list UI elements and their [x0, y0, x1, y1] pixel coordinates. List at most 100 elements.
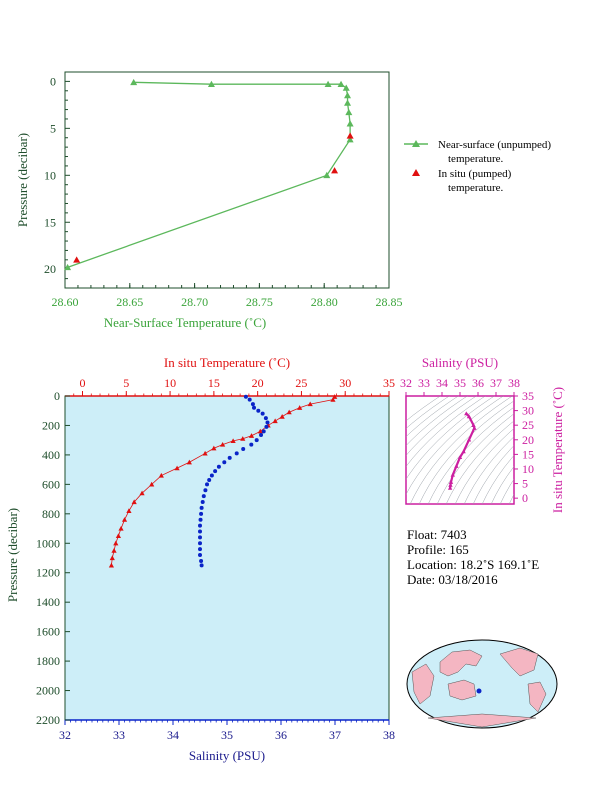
salinity-point — [198, 535, 202, 540]
salinity-tick-label: 32 — [59, 728, 71, 742]
top-ytick-label: 0 — [50, 74, 56, 88]
ts-point — [461, 449, 466, 454]
salinity-point — [263, 416, 268, 421]
density-contour — [406, 396, 477, 456]
salinity-tick-label: 37 — [329, 728, 341, 742]
salinity-point — [261, 429, 266, 434]
pressure-tick-label: 800 — [42, 507, 60, 521]
profile-chart: 0 5 10 15 20 25 30 35 32 33 34 35 36 37 38 0 200 400 600… — [5, 355, 395, 763]
top-legend: Near-surface (unpumped) temperature. In … — [404, 139, 551, 194]
salinity-tick-label: 34 — [167, 728, 179, 742]
density-contour — [481, 455, 514, 504]
unpumped-temperature-point — [337, 80, 345, 88]
pressure-tick-label: 1200 — [36, 566, 60, 580]
salinity-point — [265, 420, 270, 425]
pumped-temperature-point — [331, 167, 339, 174]
temperature-point — [248, 433, 255, 438]
ts-ytick-label: 0 — [522, 491, 528, 505]
temperature-point — [257, 428, 263, 434]
density-contour — [406, 396, 504, 495]
salinity-point — [216, 464, 221, 469]
top-xtick-label: 28.80 — [311, 295, 338, 309]
main-bottom-xlabel: Salinity (PSU) — [189, 748, 265, 763]
ts-xtick-label: 35 — [454, 376, 466, 390]
ts-point — [471, 422, 476, 427]
salinity-point — [254, 438, 259, 443]
unpumped-temperature-point — [207, 80, 215, 88]
map-land-asia — [439, 649, 483, 677]
map-land-australia — [447, 679, 477, 701]
salinity-point — [241, 447, 246, 452]
temperature-point — [118, 525, 124, 531]
ts-point — [472, 425, 477, 430]
temperature-point — [307, 401, 313, 407]
salinity-point — [250, 402, 255, 407]
temperature-point — [330, 397, 336, 402]
salinity-point — [234, 451, 239, 456]
salinity-tick-label: 33 — [113, 728, 125, 742]
salinity-point — [247, 397, 252, 402]
salinity-point — [227, 455, 232, 460]
unpumped-temperature-point — [344, 91, 352, 99]
top-ytick-label: 5 — [50, 121, 56, 135]
unpumped-temperature-point — [344, 99, 352, 106]
ts-ylabel: In situ Temperature (˚C) — [550, 387, 565, 513]
pressure-tick-label: 1400 — [36, 595, 60, 609]
salinity-point — [249, 442, 254, 447]
ts-xtick-label: 33 — [418, 376, 430, 390]
top-xtick-label: 28.65 — [116, 295, 143, 309]
density-contour — [409, 396, 513, 504]
profile-number: Profile: 165 — [407, 542, 469, 557]
near-surface-temperature-chart: 28.60 28.65 28.70 28.75 28.80 28.85 05101520 … — [15, 71, 403, 330]
salinity-point — [201, 494, 206, 499]
salinity-point — [198, 553, 202, 558]
unpumped-temperature-point — [64, 263, 72, 271]
density-contour — [490, 466, 514, 504]
ts-ytick-label: 15 — [522, 447, 534, 461]
ts-point — [450, 472, 455, 477]
pressure-tick-label: 1000 — [36, 536, 60, 550]
world-map-inset — [406, 639, 558, 729]
salinity-point — [222, 460, 227, 465]
temperature-point — [186, 459, 192, 465]
temp-tick-label: 0 — [80, 376, 86, 390]
ts-point — [448, 482, 453, 487]
main-top-xlabel: In situ Temperature (˚C) — [164, 355, 290, 370]
salinity-point — [256, 408, 261, 413]
density-contour — [463, 436, 514, 504]
salinity-point — [260, 411, 265, 416]
salinity-tick-label: 38 — [383, 728, 395, 742]
temperature-point — [240, 436, 246, 441]
unpumped-temperature-point — [345, 108, 353, 116]
salinity-point — [213, 469, 218, 474]
unpumped-temperature-point — [346, 136, 354, 143]
pressure-tick-label: 1800 — [36, 654, 60, 668]
temperature-point — [109, 555, 115, 561]
salinity-tick-label: 36 — [275, 728, 287, 742]
temperature-point — [121, 517, 128, 522]
density-contour — [406, 396, 495, 480]
salinity-point — [207, 477, 212, 482]
density-contour — [532, 376, 612, 514]
pressure-tick-label: 2200 — [36, 713, 60, 727]
ts-point — [447, 485, 453, 490]
temperature-point — [158, 472, 164, 478]
pressure-tick-label: 2000 — [36, 684, 60, 698]
temperature-point — [297, 405, 303, 410]
top-ytick-label: 15 — [44, 215, 56, 229]
density-contour — [499, 478, 514, 504]
ts-ytick-label: 10 — [522, 462, 534, 476]
salinity-point — [198, 541, 202, 546]
temperature-point — [174, 465, 180, 471]
salinity-point — [199, 558, 204, 563]
salinity-point — [198, 529, 202, 534]
pumped-temperature-point — [346, 132, 354, 139]
density-contour — [418, 400, 514, 504]
map-land-north-america — [499, 647, 539, 677]
top-xtick-label: 28.85 — [376, 295, 403, 309]
main-ylabel: Pressure (decibar) — [5, 508, 20, 602]
temperature-point — [286, 409, 292, 415]
ts-ytick-label: 35 — [522, 389, 534, 403]
density-contour — [508, 493, 514, 504]
